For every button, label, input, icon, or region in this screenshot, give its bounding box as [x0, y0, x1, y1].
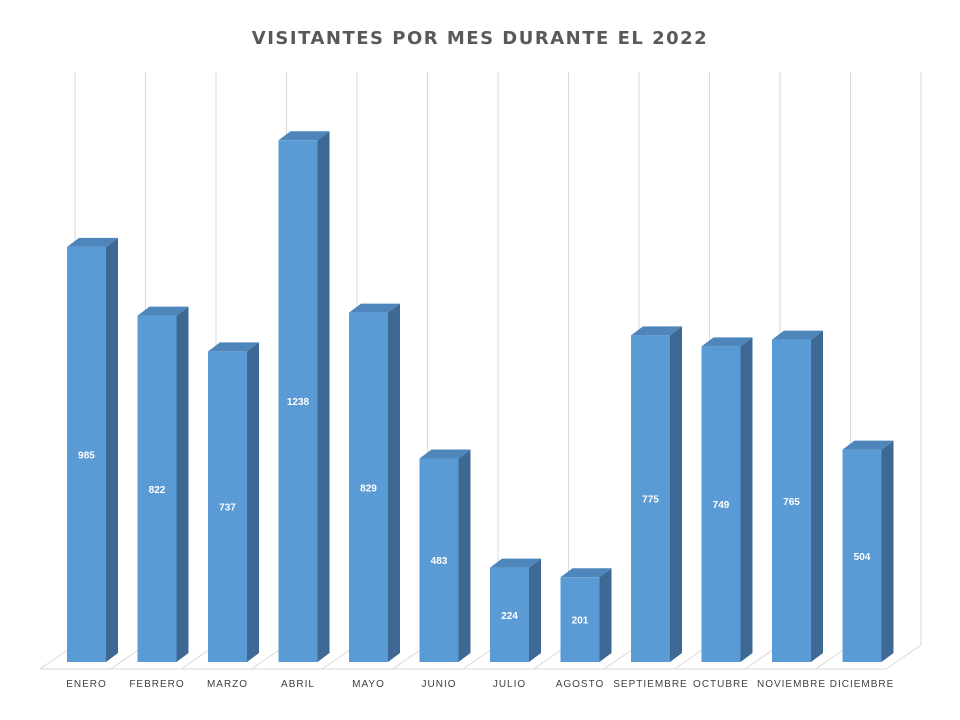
bar-side [388, 303, 400, 662]
bar-top [419, 449, 471, 459]
bar-side [176, 306, 189, 662]
bar-top [67, 237, 118, 247]
bar-top [842, 440, 894, 450]
bar-top [208, 342, 259, 352]
bar [631, 335, 670, 662]
floor-gridline [885, 644, 922, 670]
bar [490, 567, 529, 662]
bar-side [529, 558, 541, 662]
bar [137, 315, 177, 662]
x-tick-label: JUNIO [422, 679, 457, 690]
data-label: 775 [642, 495, 659, 506]
data-label: 822 [149, 485, 166, 496]
data-label: 504 [854, 552, 871, 563]
bar-top [137, 306, 189, 316]
bar-top [701, 337, 753, 347]
data-label: 829 [360, 483, 377, 494]
x-tick-label: MARZO [207, 679, 248, 690]
data-label: 749 [713, 500, 730, 511]
x-tick-label: DICIEMBRE [830, 679, 895, 690]
bar [842, 449, 882, 662]
bar-top [631, 326, 682, 336]
bar-top [560, 568, 612, 578]
x-tick-label: ABRIL [281, 679, 315, 690]
data-label: 1238 [287, 397, 310, 408]
bar-side [740, 337, 753, 662]
bar-side [458, 449, 471, 662]
bar-side [599, 568, 612, 662]
bar-side [670, 326, 682, 662]
x-tick-label: MAYO [352, 679, 385, 690]
bar-top [278, 131, 330, 141]
data-label: 483 [431, 556, 448, 567]
data-label: 224 [501, 611, 518, 622]
x-tick-label: ENERO [66, 679, 107, 690]
bar [349, 312, 388, 662]
bar-top [349, 303, 400, 313]
x-tick-label: OCTUBRE [693, 679, 749, 690]
bar-side [247, 342, 259, 662]
x-tick-label: AGOSTO [556, 679, 605, 690]
x-tick-label: FEBRERO [129, 679, 184, 690]
bar-side [106, 237, 118, 662]
bar [278, 140, 318, 662]
chart-title: VISITANTES POR MES DURANTE EL 2022 [251, 28, 709, 49]
bar-top [772, 330, 823, 340]
data-label: 201 [572, 616, 589, 627]
bar [701, 346, 741, 662]
bar [208, 351, 247, 662]
data-label: 765 [783, 497, 800, 508]
data-label: 985 [78, 450, 95, 461]
x-tick-label: NOVIEMBRE [757, 679, 826, 690]
x-tick-label: SEPTIEMBRE [613, 679, 687, 690]
bar [772, 339, 811, 662]
bar [67, 246, 106, 662]
bar-side [881, 440, 894, 662]
bar-top [490, 558, 541, 568]
x-tick-label: JULIO [493, 679, 526, 690]
bar [560, 577, 600, 662]
bar-side [811, 330, 823, 662]
bar [419, 458, 459, 662]
data-label: 737 [219, 503, 236, 514]
bar-side [317, 131, 330, 662]
